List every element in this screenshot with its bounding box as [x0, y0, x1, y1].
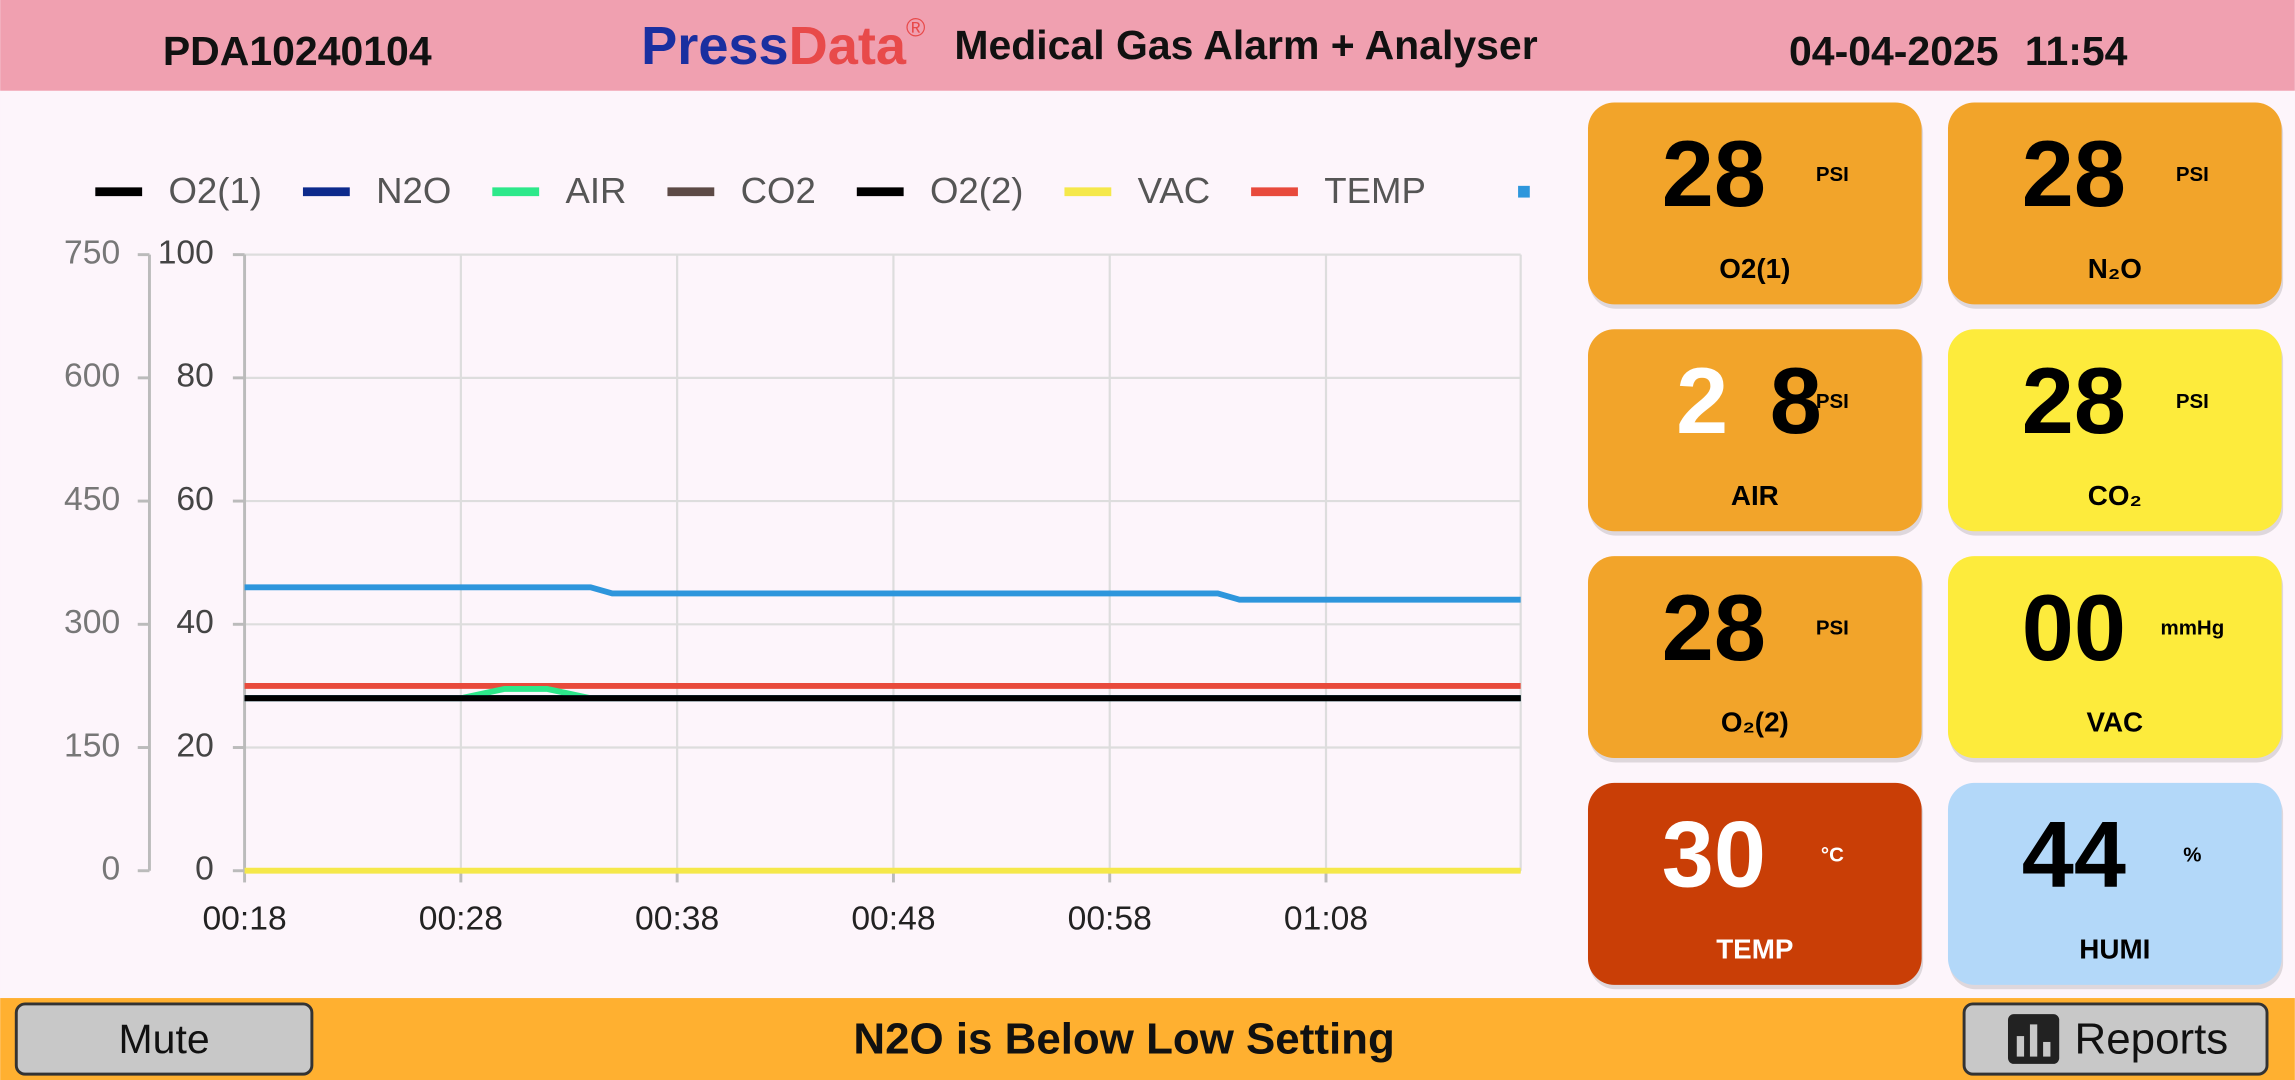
- reports-icon-bar: [2029, 1024, 2038, 1057]
- tile-label: TEMP: [1716, 934, 1793, 965]
- reports-label[interactable]: Reports: [2075, 1015, 2229, 1064]
- tile: [1587, 556, 1922, 759]
- y2-tick-label: 150: [64, 727, 120, 764]
- registered: ®: [906, 12, 925, 42]
- tile-label: N₂O: [2088, 253, 2142, 284]
- tile-value: 44: [2022, 802, 2126, 907]
- y-tick-label: 0: [195, 851, 214, 888]
- time: 11:54: [2025, 28, 2128, 74]
- tile: [1587, 782, 1922, 985]
- device-id: PDA10240104: [163, 28, 432, 74]
- series-line: [244, 584, 1521, 603]
- tile-unit: PSI: [1816, 617, 1849, 640]
- tile-unit: °C: [1821, 844, 1844, 867]
- y-tick-label: 80: [176, 358, 213, 395]
- tile-value: 30: [1662, 802, 1766, 907]
- tile-unit: %: [2183, 844, 2201, 867]
- legend-swatch: [1518, 185, 1530, 198]
- tile-value: 28: [1662, 575, 1766, 680]
- legend-label: AIR: [565, 170, 626, 211]
- mute-button-bg[interactable]: [14, 1002, 314, 1076]
- x-tick-label: 01:08: [1284, 900, 1368, 937]
- tile-label: O₂(2): [1721, 707, 1789, 738]
- tile: [1587, 102, 1922, 305]
- mute-label[interactable]: Mute: [119, 1016, 210, 1062]
- legend-label: O2(2): [930, 170, 1024, 211]
- tile-value-digit: 8: [1770, 348, 1822, 453]
- y2-tick-label: 450: [64, 481, 120, 518]
- tile: [1947, 102, 2282, 305]
- legend-label: CO2: [741, 170, 816, 211]
- brand: PressData®: [641, 12, 925, 76]
- tile-value: 28: [2022, 348, 2126, 453]
- x-tick-label: 00:28: [419, 900, 503, 937]
- tile-unit: mmHg: [2161, 617, 2225, 640]
- tile: [1947, 329, 2282, 532]
- brand-a: Press: [641, 16, 788, 76]
- tile-value-digit: 2: [1676, 348, 1728, 453]
- tile-unit: PSI: [2176, 163, 2209, 186]
- x-tick-label: 00:18: [202, 900, 286, 937]
- reports-button[interactable]: Reports: [1962, 1002, 2269, 1076]
- legend-label: O2(1): [168, 170, 262, 211]
- legend-label: VAC: [1138, 170, 1211, 211]
- app-title: Medical Gas Alarm + Analyser: [954, 22, 1537, 68]
- legend-label: N2O: [376, 170, 451, 211]
- y2-tick-label: 750: [64, 235, 120, 272]
- tile-label: O2(1): [1719, 253, 1790, 284]
- x-tick-label: 00:48: [851, 900, 935, 937]
- mute-button[interactable]: Mute: [14, 1002, 314, 1076]
- chart: 00:18 00:28 00:38 00:48 00:58 01:08 0 20 40 60 80 1…: [64, 170, 1530, 937]
- brand-b: Data: [789, 16, 907, 76]
- tile-unit: PSI: [1816, 390, 1849, 413]
- date: 04-04-2025: [1789, 28, 1999, 74]
- y2-tick-label: 600: [64, 358, 120, 395]
- alarm-message: N2O is Below Low Setting: [853, 1015, 1394, 1064]
- tile-unit: PSI: [1816, 163, 1849, 186]
- reports-icon-bar: [2043, 1041, 2051, 1057]
- header-bar: [0, 0, 2295, 91]
- y2-tick-label: 300: [64, 604, 120, 641]
- tile: [1947, 782, 2282, 985]
- y-tick-label: 40: [176, 604, 213, 641]
- reports-icon-bar: [2016, 1036, 2025, 1057]
- y-tick-label: 60: [176, 481, 213, 518]
- tile-label: CO₂: [2088, 480, 2142, 511]
- tile-label: VAC: [2086, 707, 2143, 738]
- footer-bar: [0, 998, 2295, 1080]
- x-tick-label: 00:58: [1068, 900, 1152, 937]
- tile-value: 28: [2022, 121, 2126, 226]
- tile: [1947, 556, 2282, 759]
- tile-label: AIR: [1731, 480, 1779, 511]
- legend-label: TEMP: [1324, 170, 1426, 211]
- tile-unit: PSI: [2176, 390, 2209, 413]
- datetime: 04-04-2025 11:54: [1789, 28, 2128, 74]
- y-tick-label: 20: [176, 727, 213, 764]
- x-tick-label: 00:38: [635, 900, 719, 937]
- tile-label: HUMI: [2079, 934, 2150, 965]
- y2-tick-label: 0: [101, 851, 120, 888]
- tile-value: 00: [2022, 575, 2126, 680]
- tile: [1587, 329, 1922, 532]
- y-tick-label: 100: [158, 235, 214, 272]
- tile-value: 28: [1662, 121, 1766, 226]
